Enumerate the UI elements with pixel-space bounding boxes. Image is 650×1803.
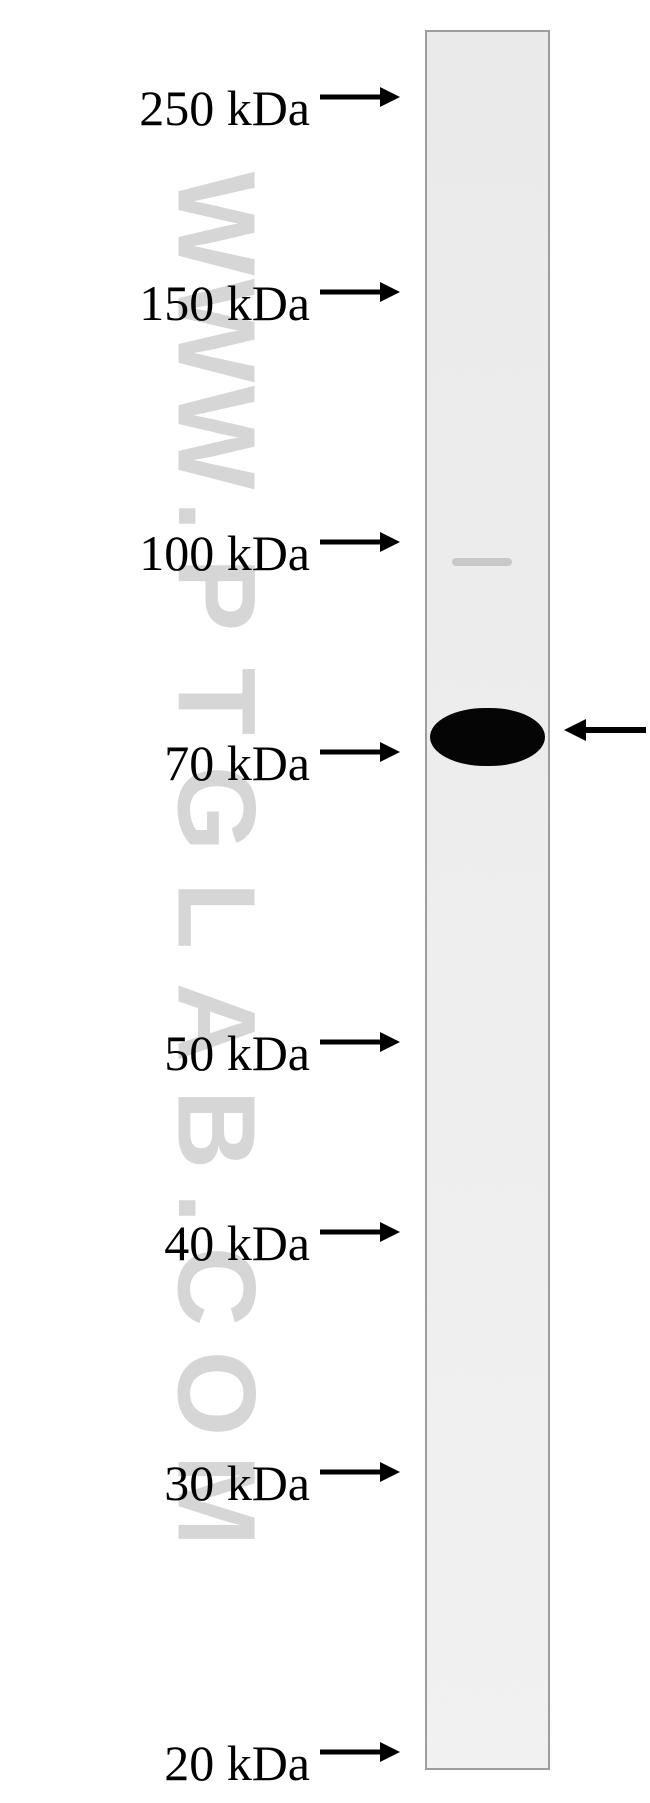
arrow-right-icon [318,740,402,769]
faint-band-100kda [452,558,512,566]
mw-marker-label: 20 kDa [164,1734,310,1792]
target-band-indicator [562,717,648,748]
mw-marker-text: 20 kDa [164,1735,310,1791]
mw-marker-label: 30 kDa [164,1454,310,1512]
arrow-right-icon [318,530,402,559]
mw-marker-text: 40 kDa [164,1215,310,1271]
watermark-letter: L [163,861,270,971]
main-band-75kda [430,708,545,766]
mw-marker-text: 70 kDa [164,735,310,791]
mw-marker-label: 50 kDa [164,1024,310,1082]
blot-lane [425,30,550,1770]
mw-marker-text: 250 kDa [139,80,310,136]
mw-marker-label: 40 kDa [164,1214,310,1272]
arrow-right-icon [318,85,402,114]
watermark-letter: B [163,1075,270,1185]
mw-marker-label: 70 kDa [164,734,310,792]
watermark: WWW.PTGLAB.COM [161,170,271,1554]
mw-marker-text: 30 kDa [164,1455,310,1511]
watermark-letter: W [163,383,270,493]
watermark-letter: O [163,1339,270,1449]
arrow-right-icon [318,1030,402,1059]
arrow-right-icon [318,1220,402,1249]
mw-marker-label: 100 kDa [139,524,310,582]
mw-marker-label: 150 kDa [139,274,310,332]
arrow-right-icon [318,280,402,309]
mw-marker-text: 100 kDa [139,525,310,581]
mw-marker-label: 250 kDa [139,79,310,137]
lane-background [425,30,550,1770]
arrow-left-icon [562,717,648,743]
arrow-right-icon [318,1460,402,1489]
western-blot-figure: WWW.PTGLAB.COM 250 kDa 150 kDa 100 kDa 70 k… [0,0,650,1803]
watermark-letter: W [163,169,270,279]
mw-marker-text: 150 kDa [139,275,310,331]
mw-marker-text: 50 kDa [164,1025,310,1081]
arrow-right-icon [318,1740,402,1769]
